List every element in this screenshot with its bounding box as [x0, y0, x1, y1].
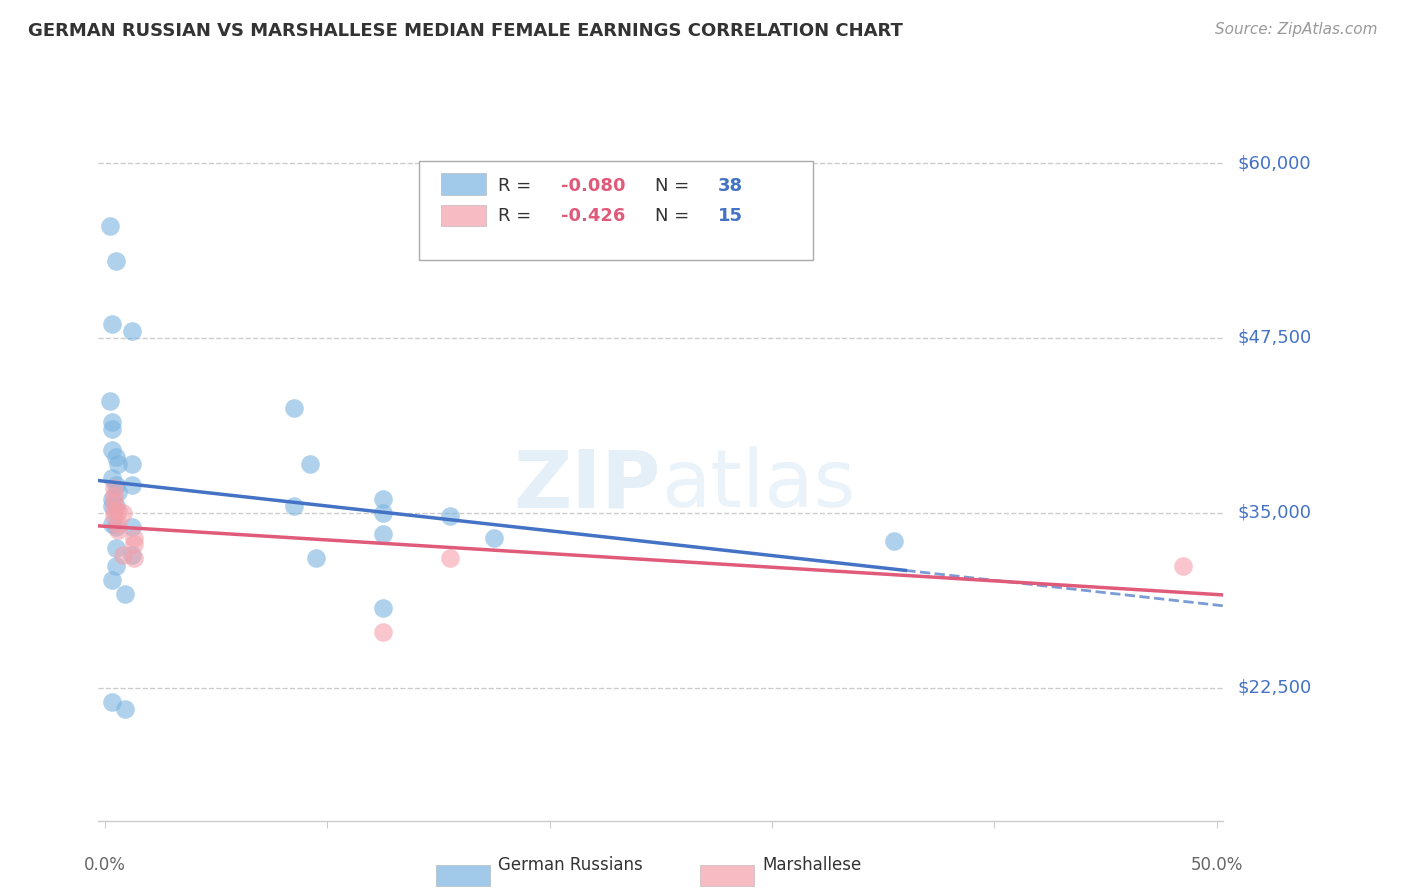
Point — [100, 573, 122, 587]
Point — [100, 499, 122, 513]
Point — [371, 491, 394, 506]
Text: 50.0%: 50.0% — [1191, 855, 1243, 873]
Point — [1173, 559, 1195, 574]
Text: R =: R = — [498, 177, 537, 194]
Point — [122, 531, 145, 545]
Point — [103, 508, 125, 523]
FancyBboxPatch shape — [419, 161, 813, 260]
Point — [107, 504, 129, 518]
Point — [100, 422, 122, 436]
Point — [103, 481, 125, 495]
Point — [100, 516, 122, 531]
Text: 0.0%: 0.0% — [84, 855, 127, 873]
Point — [107, 523, 129, 537]
Point — [107, 457, 129, 471]
Point — [105, 559, 128, 574]
Point — [111, 506, 134, 520]
Text: GERMAN RUSSIAN VS MARSHALLESE MEDIAN FEMALE EARNINGS CORRELATION CHART: GERMAN RUSSIAN VS MARSHALLESE MEDIAN FEM… — [28, 22, 903, 40]
Point — [482, 531, 505, 545]
Text: R =: R = — [498, 207, 537, 225]
Point — [371, 624, 394, 639]
Text: 38: 38 — [718, 177, 744, 194]
Point — [122, 536, 145, 550]
Point — [439, 508, 461, 523]
Point — [107, 484, 129, 499]
Point — [122, 550, 145, 565]
Text: atlas: atlas — [661, 446, 855, 524]
Point — [121, 457, 143, 471]
Text: $47,500: $47,500 — [1237, 329, 1312, 347]
Point — [105, 520, 128, 534]
FancyBboxPatch shape — [441, 205, 486, 227]
Text: 15: 15 — [718, 207, 744, 225]
Text: Source: ZipAtlas.com: Source: ZipAtlas.com — [1215, 22, 1378, 37]
Text: -0.426: -0.426 — [561, 207, 626, 225]
Point — [111, 548, 134, 562]
Point — [371, 526, 394, 541]
Text: N =: N = — [655, 177, 695, 194]
Text: -0.080: -0.080 — [561, 177, 626, 194]
Point — [103, 503, 125, 517]
Point — [105, 478, 128, 492]
Point — [105, 499, 128, 513]
Point — [283, 401, 305, 415]
Point — [283, 499, 305, 513]
Point — [100, 415, 122, 429]
Point — [121, 478, 143, 492]
Point — [103, 489, 125, 503]
Point — [371, 601, 394, 615]
Point — [107, 516, 129, 531]
Text: German Russians: German Russians — [498, 856, 643, 874]
Point — [100, 317, 122, 331]
Text: $35,000: $35,000 — [1237, 504, 1312, 522]
Point — [121, 520, 143, 534]
Point — [439, 550, 461, 565]
Text: $22,500: $22,500 — [1237, 679, 1312, 697]
Point — [98, 393, 121, 408]
Point — [121, 548, 143, 562]
Point — [100, 471, 122, 485]
Point — [883, 533, 905, 548]
Point — [98, 219, 121, 233]
Point — [100, 491, 122, 506]
Point — [105, 254, 128, 268]
Point — [105, 541, 128, 555]
FancyBboxPatch shape — [700, 865, 754, 887]
Text: ZIP: ZIP — [513, 446, 661, 524]
FancyBboxPatch shape — [436, 865, 489, 887]
FancyBboxPatch shape — [441, 173, 486, 194]
Point — [103, 494, 125, 508]
Text: Marshallese: Marshallese — [762, 856, 862, 874]
Point — [100, 695, 122, 709]
Point — [305, 550, 328, 565]
Point — [114, 587, 136, 601]
Point — [298, 457, 321, 471]
Point — [121, 324, 143, 338]
Point — [114, 702, 136, 716]
Point — [105, 450, 128, 464]
Text: $60,000: $60,000 — [1237, 154, 1310, 172]
Point — [371, 506, 394, 520]
Point — [100, 442, 122, 457]
Text: N =: N = — [655, 207, 695, 225]
